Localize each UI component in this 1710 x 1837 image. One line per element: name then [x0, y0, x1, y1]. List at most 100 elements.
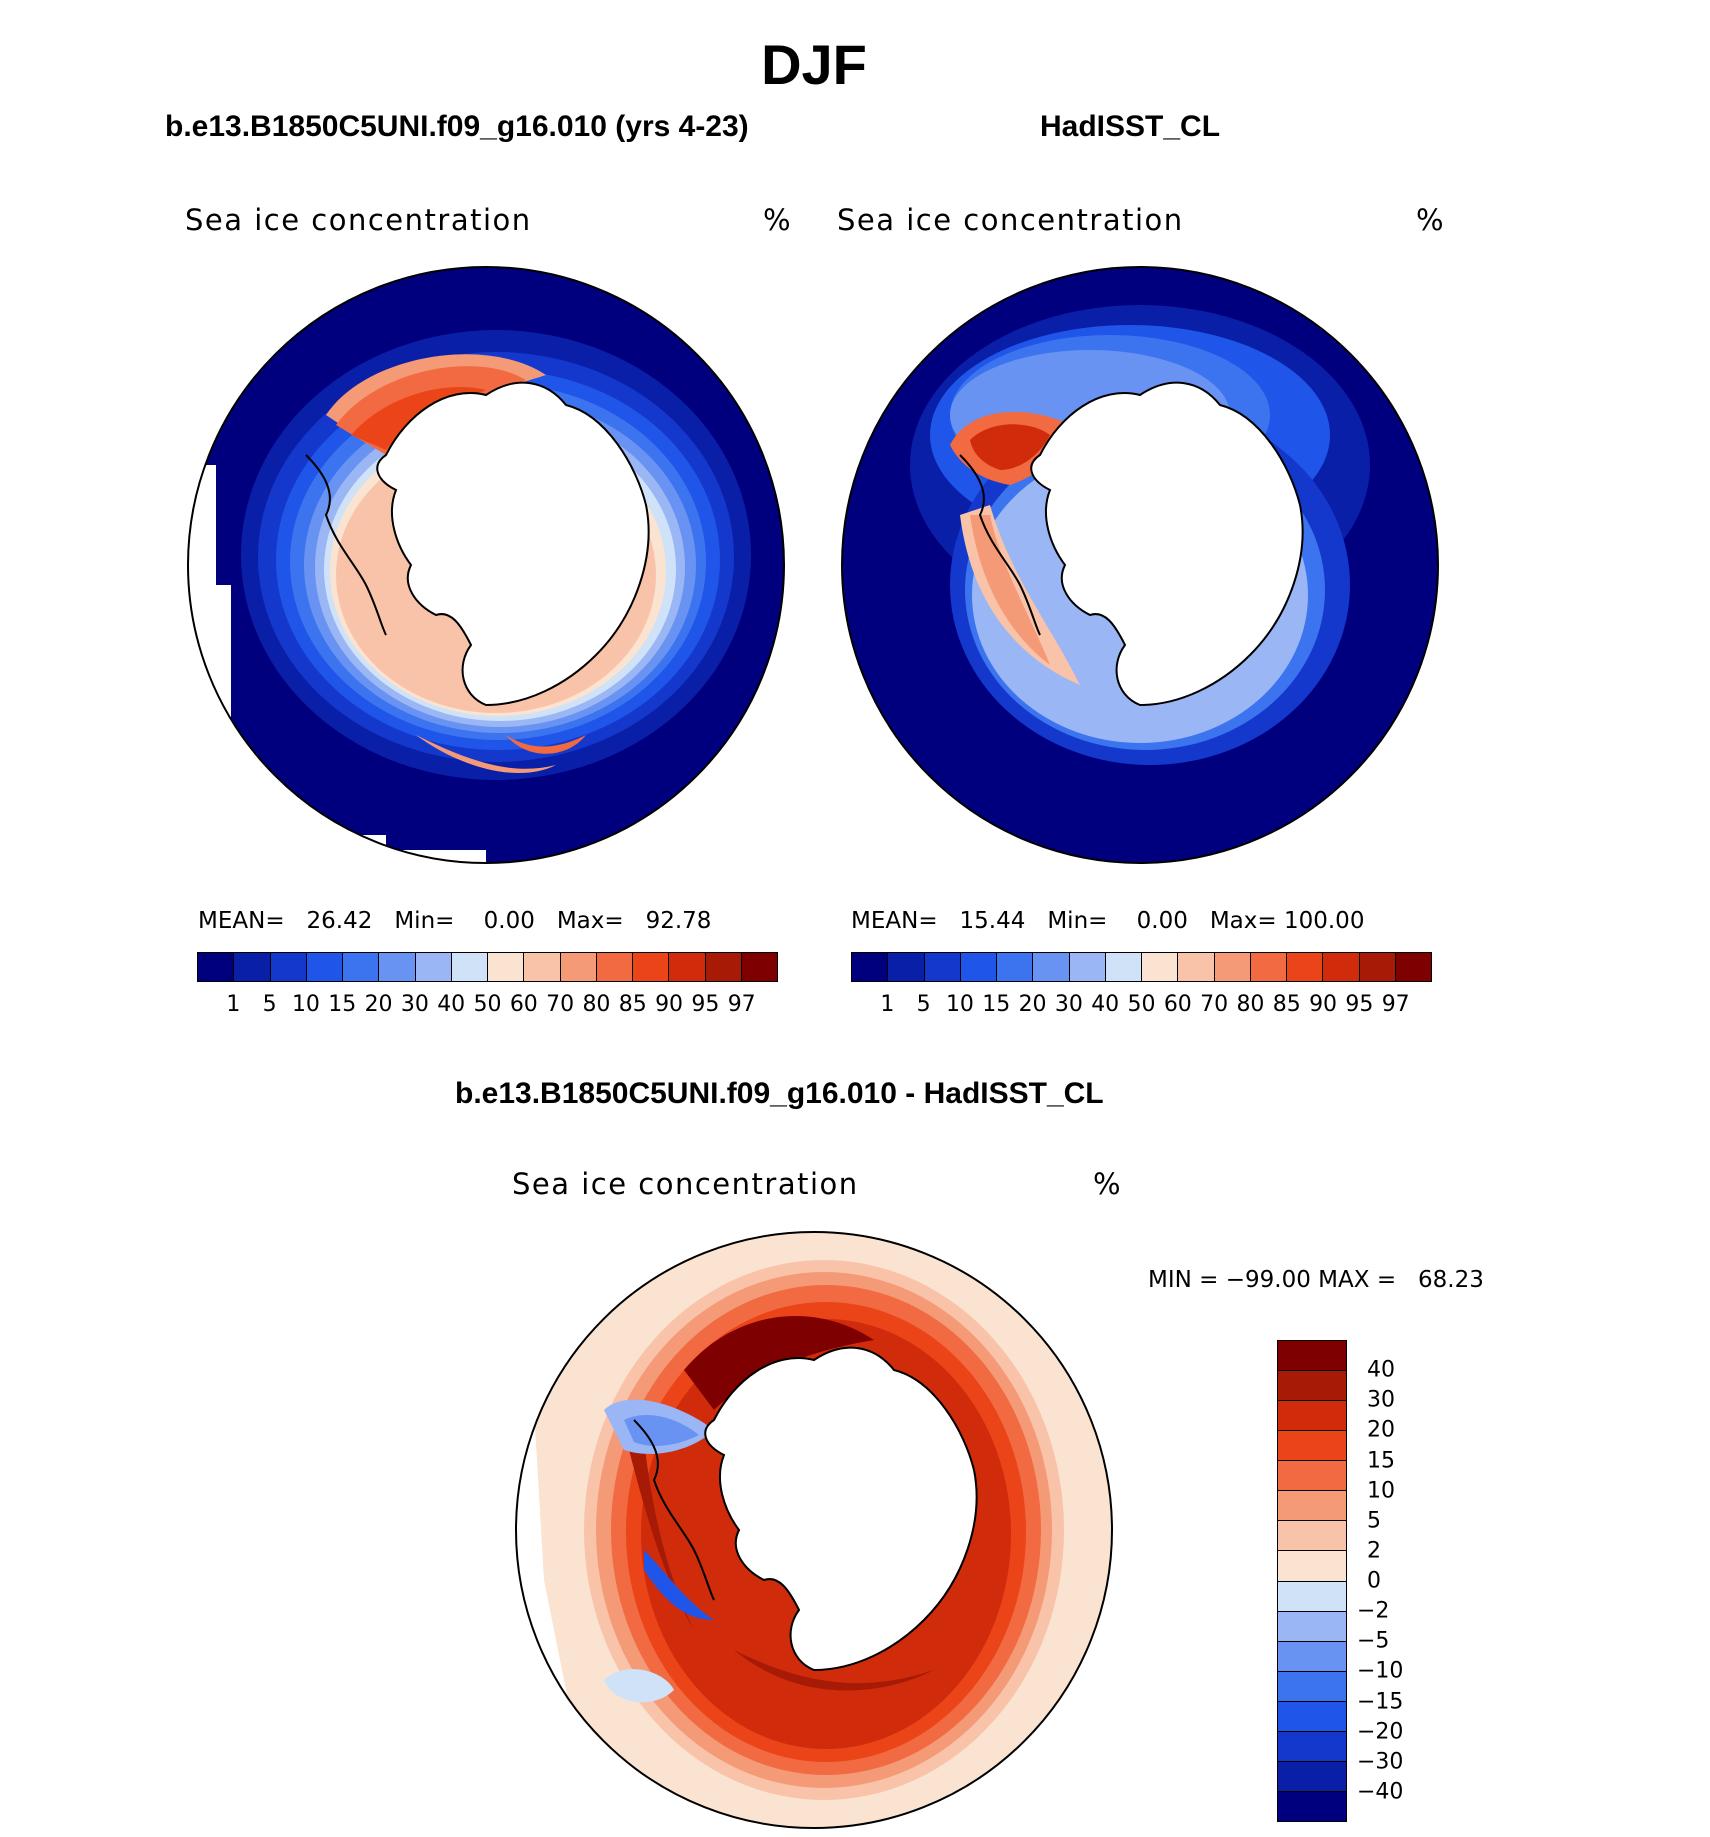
min-label: Min=: [394, 908, 455, 934]
colorbar-tick-label: 20: [1367, 1417, 1395, 1443]
colorbar-tick-label: 60: [1163, 992, 1192, 1017]
colorbar-swatch: [633, 953, 670, 981]
panel-2-subtitle: Sea ice concentration: [837, 203, 1184, 237]
colorbar-tick-label: 40: [1367, 1357, 1395, 1383]
colorbar-tick-label: 85: [1272, 992, 1301, 1017]
colorbar-tick-label: 90: [1309, 992, 1338, 1017]
min-value: 0.00: [1136, 908, 1188, 934]
colorbar-tick-label: 20: [364, 992, 393, 1017]
colorbar-swatch: [1395, 953, 1431, 981]
colorbar-swatch: [741, 953, 777, 981]
colorbar-swatch: [1278, 1791, 1346, 1821]
colorbar-tick-label: −30: [1357, 1749, 1404, 1775]
colorbar-tick-label: 95: [691, 992, 720, 1017]
colorbar-swatch: [1250, 953, 1287, 981]
colorbar-tick-label: 20: [1018, 992, 1047, 1017]
colorbar-tick-label: 15: [1367, 1448, 1395, 1473]
mean-value: 26.42: [306, 908, 373, 934]
colorbar-swatch: [234, 953, 271, 981]
colorbar-tick-label: −15: [1357, 1689, 1404, 1714]
colorbar-swatch: [488, 953, 525, 981]
mean-label: MEAN=: [198, 908, 285, 934]
colorbar-swatch: [669, 953, 706, 981]
map-observations: [841, 266, 1439, 864]
colorbar-tick-label: 60: [509, 992, 538, 1017]
max-value: 100.00: [1283, 908, 1365, 934]
colorbar-tick-label: 40: [437, 992, 466, 1017]
colorbar-swatch: [997, 953, 1034, 981]
colorbar-swatch: [1278, 1401, 1346, 1432]
max-label: Max=: [556, 908, 624, 934]
colorbar-swatch: [524, 953, 561, 981]
colorbar-swatch: [1278, 1341, 1346, 1372]
panel-2-units: %: [1416, 203, 1444, 237]
colorbar-tick-label: 10: [291, 992, 320, 1017]
panel-1-units: %: [763, 203, 791, 237]
colorbar-tick-label: 10: [1367, 1478, 1395, 1504]
colorbar-swatch: [1278, 1731, 1346, 1762]
max-label: Max=: [1209, 908, 1277, 934]
colorbar-swatch: [1278, 1611, 1346, 1642]
colorbar-tick-label: 30: [1054, 992, 1083, 1017]
colorbar-swatch: [960, 953, 997, 981]
colorbar-tick-label: 10: [945, 992, 974, 1017]
colorbar-tick-label: 95: [1345, 992, 1374, 1017]
colorbar-swatch: [415, 953, 452, 981]
panel-1-subtitle: Sea ice concentration: [185, 203, 532, 237]
colorbar-swatch: [1287, 953, 1324, 981]
colorbar-tick-label: 80: [1236, 992, 1265, 1017]
colorbar-swatch: [924, 953, 961, 981]
colorbar-tick-label: −40: [1357, 1779, 1404, 1805]
colorbar-swatch: [1278, 1581, 1346, 1612]
colorbar-swatch: [1278, 1521, 1346, 1552]
colorbar-tick-label: 15: [328, 992, 357, 1017]
colorbar-swatch: [451, 953, 488, 981]
min-label: MIN =: [1148, 1267, 1219, 1293]
colorbar-tick-label: −5: [1357, 1628, 1390, 1654]
colorbar-tick-label: 90: [655, 992, 684, 1017]
colorbar-swatch: [1323, 953, 1360, 981]
colorbar-tick-label: 5: [916, 992, 931, 1017]
colorbar-swatch: [379, 953, 416, 981]
colorbar-swatch: [1214, 953, 1251, 981]
colorbar-swatch: [270, 953, 307, 981]
colorbar-tick-label: 1: [226, 992, 241, 1017]
panel-1-title: b.e13.B1850C5UNI.f09_g16.010 (yrs 4-23): [165, 110, 749, 143]
colorbar-tick-label: 30: [1367, 1387, 1395, 1413]
colorbar-tick-label: 1: [880, 992, 895, 1017]
colorbar-tick-label: −10: [1357, 1658, 1404, 1684]
colorbar-swatch: [1278, 1761, 1346, 1792]
colorbar-swatch: [852, 953, 889, 981]
map-model: [187, 266, 785, 864]
colorbar-difference: [1277, 1340, 1347, 1822]
colorbar-tick-label: 40: [1091, 992, 1120, 1017]
colorbar-swatch: [306, 953, 343, 981]
colorbar-tick-label: 50: [1127, 992, 1156, 1017]
colorbar-tick-label: 30: [400, 992, 429, 1017]
panel-1-stats: MEAN= 26.42 Min= 0.00 Max= 92.78: [198, 908, 711, 934]
colorbar-swatch: [1278, 1671, 1346, 1702]
colorbar-tick-label: −20: [1357, 1719, 1404, 1745]
colorbar-swatch: [596, 953, 633, 981]
colorbar-observations: [851, 952, 1432, 982]
max-label: MAX =: [1318, 1267, 1397, 1293]
colorbar-tick-label: 70: [1200, 992, 1229, 1017]
colorbar-model: [197, 952, 778, 982]
colorbar-tick-label: 97: [1381, 992, 1410, 1017]
min-value: −99.00: [1225, 1267, 1311, 1293]
colorbar-swatch: [1278, 1431, 1346, 1462]
max-value: 68.23: [1418, 1267, 1484, 1293]
colorbar-swatch: [1069, 953, 1106, 981]
colorbar-tick-label: 2: [1367, 1538, 1381, 1564]
colorbar-swatch: [1105, 953, 1142, 981]
min-value: 0.00: [483, 908, 535, 934]
colorbar-swatch: [1033, 953, 1070, 981]
panel-3-title: b.e13.B1850C5UNI.f09_g16.010 - HadISST_C…: [455, 1077, 1104, 1110]
colorbar-swatch: [560, 953, 597, 981]
panel-3-subtitle: Sea ice concentration: [512, 1167, 859, 1201]
colorbar-swatch: [1278, 1371, 1346, 1402]
panel-2-title: HadISST_CL: [1040, 110, 1221, 143]
colorbar-swatch: [1142, 953, 1179, 981]
colorbar-tick-label: 80: [582, 992, 611, 1017]
colorbar-swatch: [1178, 953, 1215, 981]
